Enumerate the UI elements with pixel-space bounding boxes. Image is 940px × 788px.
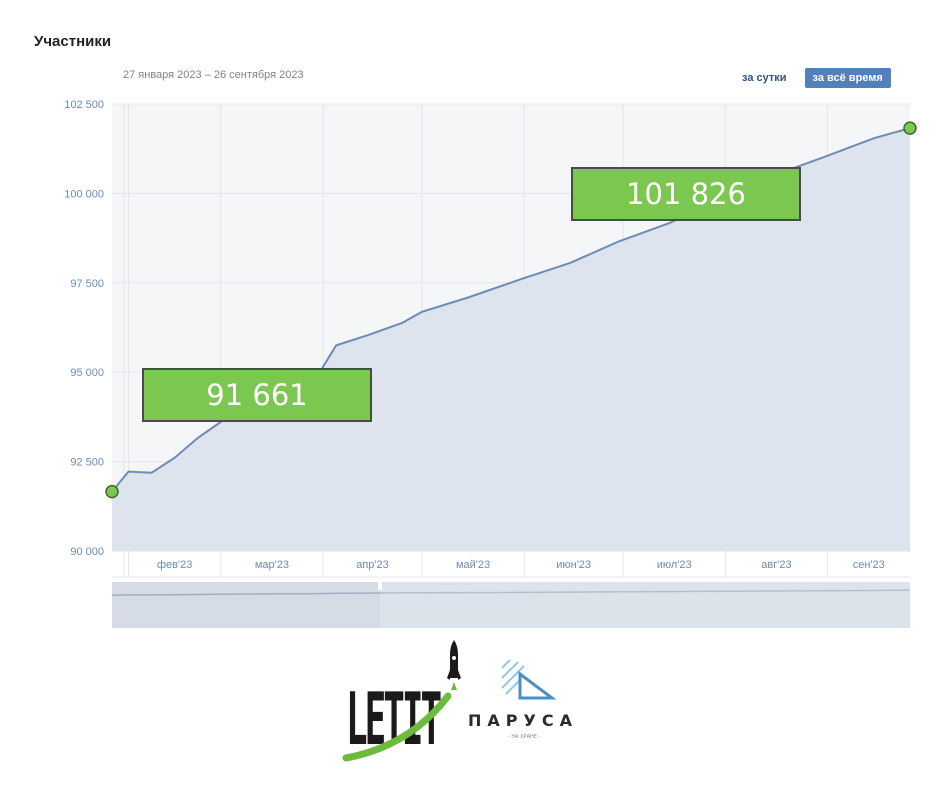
first-point-marker: [105, 484, 119, 499]
rocket-icon: [447, 640, 461, 690]
x-tick-label: фев'23: [157, 559, 192, 571]
last-point-marker: [903, 121, 917, 135]
sail-icon: [501, 659, 557, 700]
period-switch: за сутки за всё время: [734, 68, 891, 88]
x-tick-label: июл'23: [657, 559, 692, 571]
parusa-tagline: - НА ХРАНЕ -: [508, 734, 541, 740]
members-chart: 90 000 92 500 95 000 97 500 100 000 102 500 фе…: [64, 99, 917, 628]
navigator-handle[interactable]: [378, 582, 382, 590]
letit-swoosh: [342, 692, 452, 762]
period-all-time-button[interactable]: за всё время: [804, 68, 891, 88]
period-day-button[interactable]: за сутки: [742, 72, 787, 84]
parusa-wordmark: ПАРУСА: [468, 711, 578, 730]
range-navigator: [112, 582, 910, 628]
letit-logo: LETIT: [342, 640, 461, 762]
x-tick-label: апр'23: [356, 559, 389, 571]
y-tick-label: 95 000: [70, 367, 104, 379]
x-tick-label: май'23: [456, 559, 490, 571]
x-tick-label: июн'23: [556, 559, 591, 571]
series-area: [112, 128, 910, 551]
chart-title: Участники: [34, 33, 112, 50]
last-value-callout: 101 826: [571, 167, 801, 221]
navigator-selection: [380, 582, 910, 628]
y-tick-label: 90 000: [70, 546, 104, 558]
first-value-callout: 91 661: [142, 368, 372, 422]
date-range: 27 января 2023 – 26 сентября 2023: [123, 69, 304, 81]
x-tick-label: мар'23: [255, 559, 289, 571]
x-tick-label: сен'23: [853, 559, 885, 571]
y-tick-label: 100 000: [64, 188, 104, 200]
y-tick-label: 97 500: [70, 278, 104, 290]
y-tick-label: 102 500: [64, 99, 104, 111]
x-tick-label: авг'23: [761, 559, 791, 571]
parusa-logo: ПАРУСА - НА ХРАНЕ -: [468, 659, 578, 740]
y-tick-label: 92 500: [70, 457, 104, 469]
navigator-line: [111, 589, 911, 596]
logos-area: LETIT ПАРУСА - НА ХРАНЕ -: [342, 640, 578, 762]
